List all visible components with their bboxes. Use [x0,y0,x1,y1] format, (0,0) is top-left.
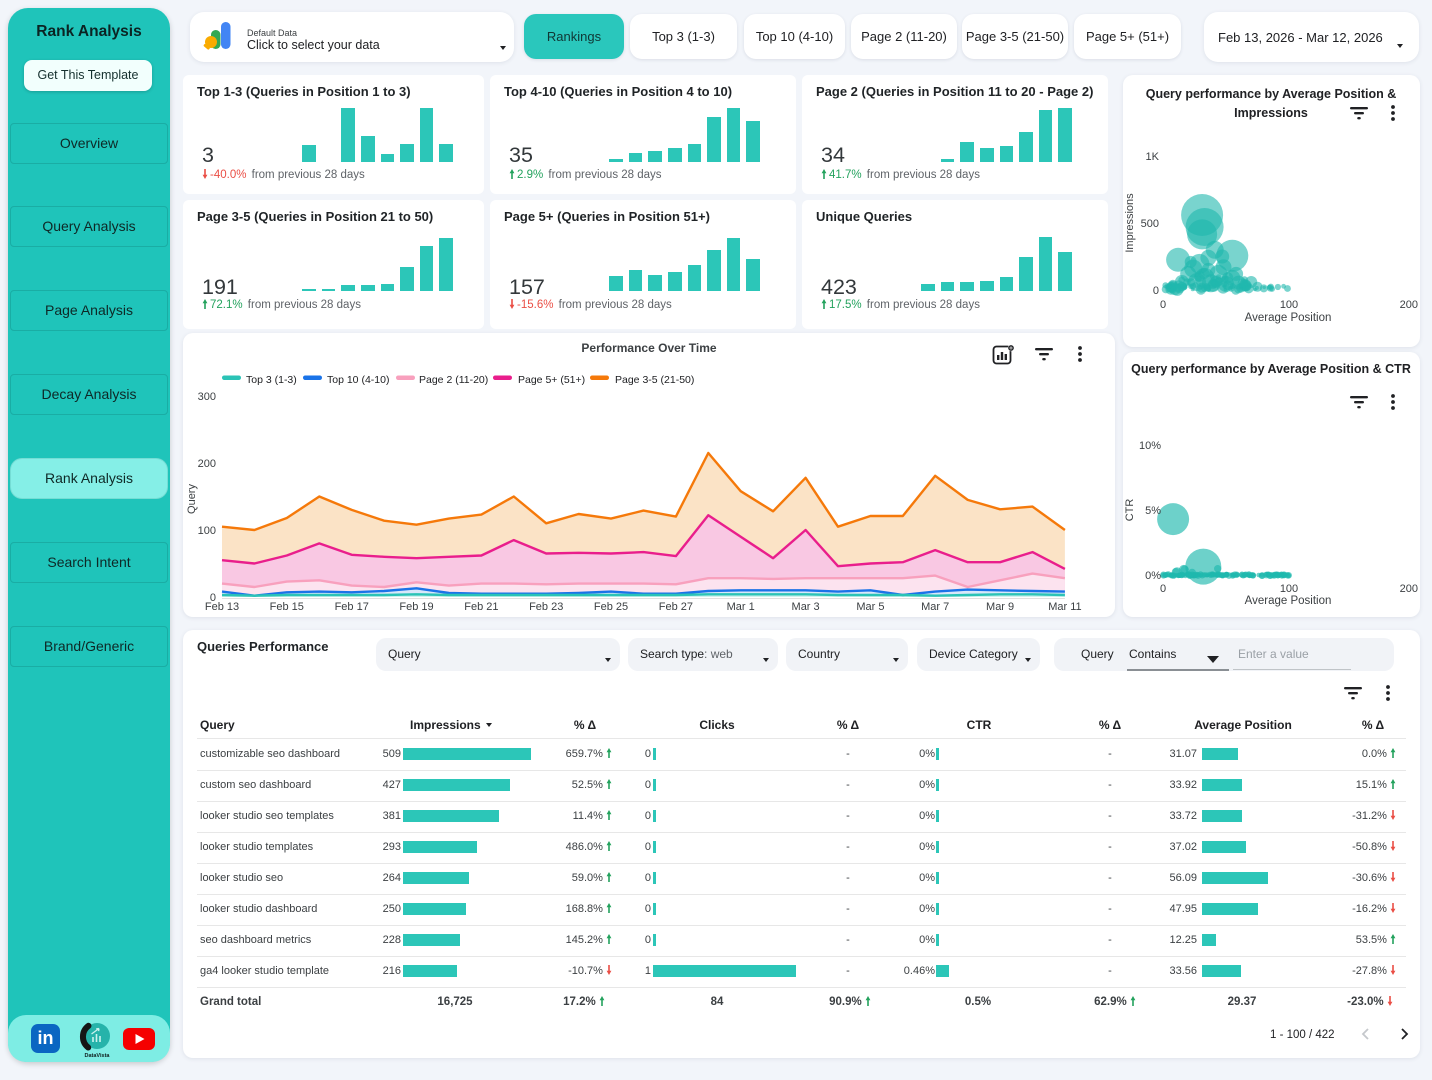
svg-text:Mar 3: Mar 3 [792,601,820,613]
svg-text:Average Position: Average Position [1245,312,1332,324]
svg-text:200: 200 [1400,583,1418,595]
svg-text:Page 2 (11-20): Page 2 (11-20) [419,374,488,386]
svg-text:300: 300 [198,391,216,403]
svg-text:200: 200 [1400,299,1418,311]
svg-text:Feb 13: Feb 13 [205,601,239,613]
svg-text:DataVista: DataVista [85,1053,111,1059]
svg-text:Feb 19: Feb 19 [399,601,433,613]
svg-text:Mar 1: Mar 1 [727,601,755,613]
svg-text:Average Position: Average Position [1245,595,1332,607]
svg-text:100: 100 [1280,299,1298,311]
svg-text:Page 3-5 (21-50): Page 3-5 (21-50) [615,374,694,386]
svg-text:10%: 10% [1139,440,1161,452]
svg-text:5%: 5% [1145,505,1161,517]
svg-text:0: 0 [1153,285,1159,297]
svg-text:Mar 11: Mar 11 [1048,601,1081,613]
svg-text:0%: 0% [1145,570,1161,582]
svg-text:Feb 25: Feb 25 [594,601,628,613]
svg-text:Impressions: Impressions [1124,193,1136,253]
svg-text:Feb 27: Feb 27 [659,601,693,613]
svg-text:Feb 15: Feb 15 [270,601,304,613]
svg-text:0: 0 [1160,583,1166,595]
svg-text:Top 10 (4-10): Top 10 (4-10) [327,374,389,386]
svg-text:Feb 17: Feb 17 [335,601,369,613]
svg-text:Mar 7: Mar 7 [921,601,949,613]
svg-text:Feb 23: Feb 23 [529,601,563,613]
svg-text:0: 0 [210,592,216,604]
svg-text:200: 200 [198,458,216,470]
svg-text:Query performance by Average P: Query performance by Average Position & [1146,87,1397,101]
svg-text:1K: 1K [1146,151,1160,163]
svg-text:0: 0 [1160,299,1166,311]
svg-text:Impressions: Impressions [1234,106,1308,120]
svg-text:100: 100 [1280,583,1298,595]
svg-text:Top 3 (1-3): Top 3 (1-3) [246,374,297,386]
svg-text:Mar 5: Mar 5 [856,601,884,613]
svg-text:CTR: CTR [1124,499,1136,522]
svg-text:Query performance by Average P: Query performance by Average Position & … [1131,362,1411,376]
svg-text:Query: Query [186,484,198,514]
svg-text:100: 100 [198,525,216,537]
svg-text:500: 500 [1141,218,1159,230]
svg-text:Page 5+ (51+): Page 5+ (51+) [518,374,585,386]
svg-text:Feb 21: Feb 21 [464,601,498,613]
svg-text:Mar 9: Mar 9 [986,601,1014,613]
